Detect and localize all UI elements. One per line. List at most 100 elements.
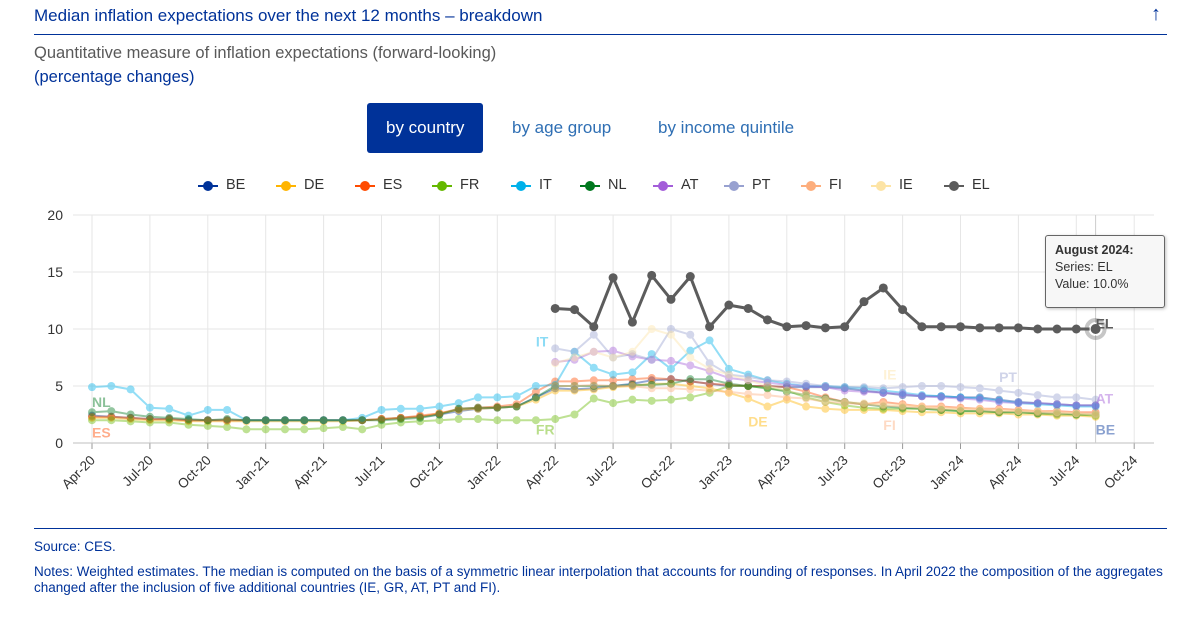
data-point[interactable]	[107, 382, 116, 390]
data-point[interactable]	[744, 370, 753, 379]
data-point[interactable]	[975, 407, 984, 416]
data-point[interactable]	[223, 415, 232, 424]
hover-point[interactable]	[1089, 323, 1102, 335]
data-point[interactable]	[898, 402, 907, 411]
data-point[interactable]	[570, 355, 579, 364]
data-point[interactable]	[763, 376, 772, 385]
data-point[interactable]	[724, 387, 733, 396]
data-point[interactable]	[551, 377, 560, 386]
data-point[interactable]	[184, 411, 193, 420]
data-point[interactable]	[1033, 408, 1042, 417]
data-point[interactable]	[667, 364, 675, 373]
data-point[interactable]	[165, 416, 174, 425]
data-point[interactable]	[840, 397, 849, 406]
data-point[interactable]	[898, 383, 907, 392]
data-point[interactable]	[358, 425, 367, 434]
data-point[interactable]	[338, 416, 347, 425]
data-point[interactable]	[1091, 401, 1100, 410]
data-point[interactable]	[145, 403, 154, 412]
data-point[interactable]	[667, 375, 675, 384]
data-point[interactable]	[377, 420, 386, 429]
data-point[interactable]	[338, 416, 347, 425]
data-point[interactable]	[261, 416, 270, 425]
data-point[interactable]	[628, 379, 637, 388]
data-point[interactable]	[821, 395, 830, 404]
data-point[interactable]	[377, 416, 386, 425]
data-point[interactable]	[782, 395, 791, 404]
data-point[interactable]	[1033, 400, 1042, 409]
data-point[interactable]	[763, 391, 772, 400]
data-point[interactable]	[589, 322, 599, 332]
data-point[interactable]	[589, 385, 598, 394]
data-point[interactable]	[628, 382, 637, 390]
data-point[interactable]	[937, 392, 946, 401]
data-point[interactable]	[570, 410, 579, 419]
data-point[interactable]	[281, 416, 289, 425]
data-point[interactable]	[126, 413, 135, 422]
data-point[interactable]	[1091, 410, 1100, 419]
data-point[interactable]	[107, 412, 116, 421]
data-point[interactable]	[1053, 400, 1061, 409]
data-point[interactable]	[879, 400, 888, 409]
data-point[interactable]	[261, 417, 270, 426]
data-point[interactable]	[686, 330, 695, 339]
data-point[interactable]	[647, 355, 656, 364]
data-point[interactable]	[647, 355, 656, 364]
data-point[interactable]	[802, 394, 811, 403]
data-point[interactable]	[840, 397, 849, 406]
data-point[interactable]	[570, 305, 579, 315]
data-point[interactable]	[435, 410, 444, 419]
data-point[interactable]	[821, 382, 830, 390]
data-point[interactable]	[319, 416, 328, 425]
data-point[interactable]	[628, 347, 637, 356]
data-point[interactable]	[1072, 411, 1081, 420]
data-point[interactable]	[126, 417, 135, 426]
data-point[interactable]	[281, 416, 289, 425]
data-point[interactable]	[609, 370, 618, 379]
data-point[interactable]	[474, 403, 482, 412]
data-point[interactable]	[917, 403, 926, 412]
data-point[interactable]	[937, 393, 946, 402]
data-point[interactable]	[686, 353, 695, 362]
data-point[interactable]	[570, 347, 579, 356]
data-point[interactable]	[551, 382, 560, 390]
data-point[interactable]	[879, 401, 888, 410]
data-point[interactable]	[667, 379, 675, 388]
data-point[interactable]	[840, 322, 850, 332]
data-point[interactable]	[551, 358, 560, 367]
data-point[interactable]	[570, 386, 579, 395]
data-point[interactable]	[1071, 324, 1081, 334]
data-point[interactable]	[859, 297, 869, 307]
data-point[interactable]	[551, 344, 560, 353]
data-point[interactable]	[589, 380, 598, 389]
data-point[interactable]	[589, 347, 598, 356]
data-point[interactable]	[319, 417, 328, 426]
data-point[interactable]	[1014, 397, 1023, 406]
data-point[interactable]	[223, 416, 232, 425]
data-point[interactable]	[898, 305, 908, 315]
data-point[interactable]	[937, 392, 946, 401]
data-point[interactable]	[377, 405, 386, 414]
data-point[interactable]	[1072, 409, 1081, 418]
data-point[interactable]	[782, 386, 791, 395]
data-point[interactable]	[956, 394, 965, 403]
data-point[interactable]	[165, 415, 174, 424]
data-point[interactable]	[416, 412, 425, 421]
data-point[interactable]	[744, 382, 753, 390]
data-point[interactable]	[917, 392, 926, 401]
data-point[interactable]	[493, 393, 502, 402]
data-point[interactable]	[860, 400, 868, 409]
data-point[interactable]	[821, 404, 830, 413]
data-point[interactable]	[667, 356, 675, 365]
data-point[interactable]	[88, 413, 96, 422]
data-point[interactable]	[956, 403, 965, 412]
data-point[interactable]	[1033, 409, 1042, 418]
data-point[interactable]	[474, 404, 482, 413]
data-point[interactable]	[1091, 395, 1100, 404]
data-point[interactable]	[821, 383, 830, 392]
data-point[interactable]	[1014, 405, 1023, 414]
data-point[interactable]	[802, 391, 811, 400]
data-point[interactable]	[319, 416, 328, 425]
data-point[interactable]	[995, 404, 1004, 413]
data-point[interactable]	[319, 416, 328, 425]
